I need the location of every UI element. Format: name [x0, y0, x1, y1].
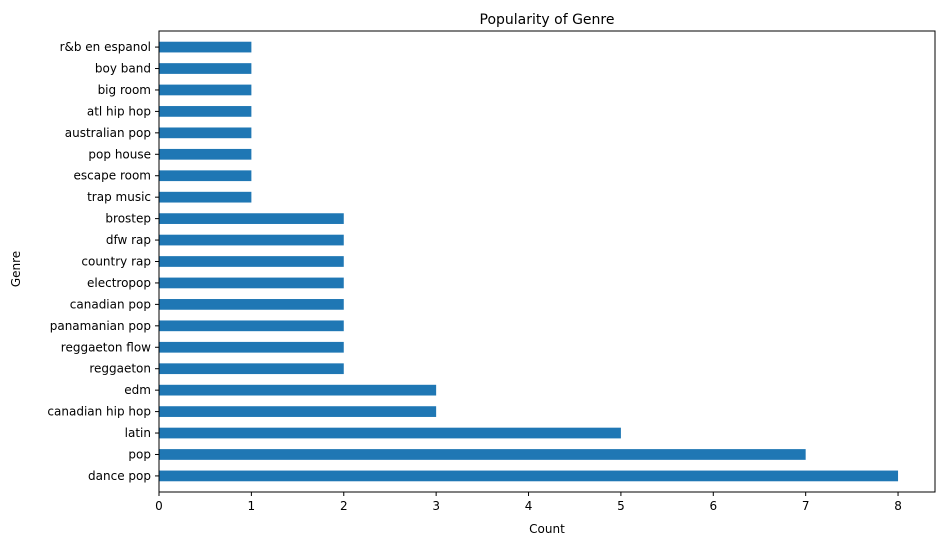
- y-axis-title: Genre: [9, 251, 23, 287]
- bar-escape-room: [159, 170, 252, 182]
- y-tick-label: country rap: [81, 255, 151, 269]
- bar-dfw-rap: [159, 234, 344, 246]
- x-tick-label: 1: [248, 499, 256, 513]
- y-tick-label: dance pop: [88, 469, 151, 483]
- bar-canadian-hip-hop: [159, 406, 437, 417]
- bar-dance-pop: [159, 470, 899, 482]
- x-tick-label: 3: [432, 499, 440, 513]
- bar-panamanian-pop: [159, 320, 344, 332]
- y-tick-label: pop: [128, 447, 151, 461]
- chart-title: Popularity of Genre: [480, 12, 615, 28]
- y-tick-label: boy band: [95, 62, 151, 76]
- bar-australian-pop: [159, 127, 252, 139]
- plot-frame: [158, 30, 936, 493]
- y-tick-label: r&b en espanol: [60, 40, 151, 54]
- y-tick-label: panamanian pop: [50, 319, 151, 333]
- bar-r-b-en-espanol: [159, 41, 252, 53]
- bar-reggaeton-flow: [159, 341, 344, 353]
- bar-country-rap: [159, 256, 344, 267]
- bars-layer: [159, 41, 899, 482]
- bar-pop: [159, 449, 806, 460]
- x-tick-label: 7: [802, 499, 810, 513]
- y-tick-label: pop house: [88, 147, 151, 161]
- y-tick-label: latin: [125, 426, 151, 440]
- y-tick-label: trap music: [87, 190, 151, 204]
- bar-reggaeton: [159, 363, 344, 375]
- y-tick-label: atl hip hop: [87, 104, 151, 118]
- x-tick-label: 8: [894, 499, 902, 513]
- bar-big-room: [159, 84, 252, 96]
- bar-edm: [159, 384, 437, 396]
- bar-electropop: [159, 277, 344, 289]
- bar-brostep: [159, 213, 344, 224]
- x-tick-label: 5: [617, 499, 625, 513]
- x-axis-ticks: 0 1 2 3 4 5 6 7 8: [155, 492, 902, 513]
- y-tick-label: edm: [124, 383, 151, 397]
- y-tick-label: escape room: [74, 169, 151, 183]
- bar-canadian-pop: [159, 299, 344, 310]
- y-axis-ticks: dance pop pop latin canadian hip hop edm regg…: [47, 40, 159, 483]
- bar-trap-music: [159, 191, 252, 203]
- y-tick-label: electropop: [87, 276, 151, 290]
- y-tick-label: big room: [98, 83, 151, 97]
- y-tick-label: australian pop: [65, 126, 151, 140]
- y-tick-label: reggaeton: [89, 362, 151, 376]
- bar-boy-band: [159, 63, 252, 74]
- x-tick-label: 6: [709, 499, 717, 513]
- y-tick-label: canadian pop: [70, 297, 151, 311]
- y-tick-label: dfw rap: [106, 233, 151, 247]
- y-tick-label: canadian hip hop: [47, 405, 151, 419]
- x-tick-label: 4: [525, 499, 533, 513]
- bar-latin: [159, 427, 621, 439]
- x-tick-label: 0: [155, 499, 163, 513]
- y-tick-label: reggaeton flow: [61, 340, 151, 354]
- x-axis-title: Count: [529, 522, 565, 536]
- y-tick-label: brostep: [105, 212, 151, 226]
- x-tick-label: 2: [340, 499, 348, 513]
- bar-pop-house: [159, 148, 252, 160]
- bar-atl-hip-hop: [159, 106, 252, 117]
